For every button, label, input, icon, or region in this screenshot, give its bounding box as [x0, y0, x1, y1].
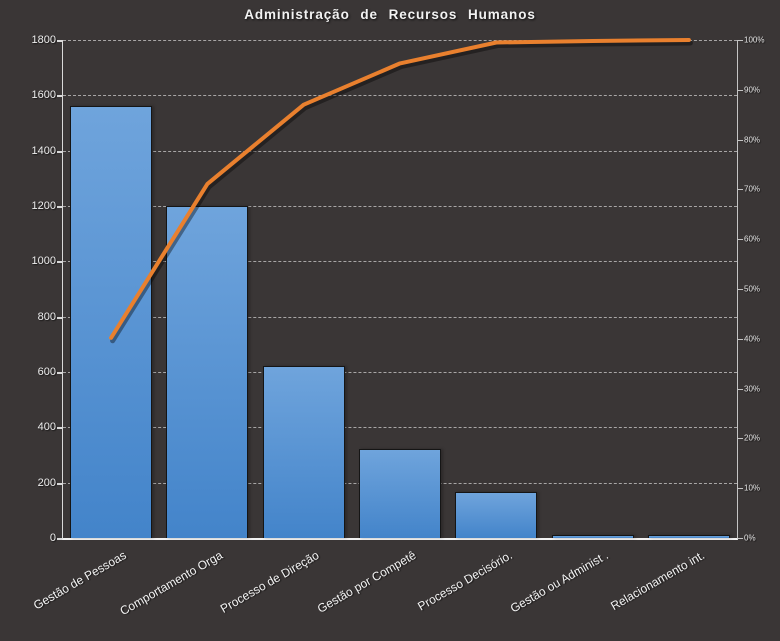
bar — [359, 449, 441, 538]
gridline — [63, 150, 737, 152]
right-axis-tick-label: 50% — [744, 284, 761, 294]
left-axis-labels: 0 200 400 600 800 1000 1200 1400 1600 1800 — [0, 34, 56, 544]
left-axis-tick-label: 800 — [37, 310, 56, 323]
right-axis-tick — [738, 40, 743, 41]
left-axis-tick — [57, 538, 62, 540]
gridline — [63, 40, 737, 41]
gridline — [63, 95, 737, 97]
right-axis-tick-label: 100% — [744, 35, 765, 45]
x-axis-category-label: Processo de Direção — [218, 548, 322, 616]
left-axis-tick — [57, 95, 62, 98]
left-axis-tick-label: 200 — [37, 476, 56, 489]
right-axis-tick — [738, 239, 743, 241]
right-axis-labels: 0% 10% 20% 30% 40% 50% 60% 70% 80% 90% 100% — [744, 36, 780, 543]
left-axis-tick-label: 1800 — [31, 34, 56, 46]
left-axis-tick-label: 1400 — [31, 144, 56, 157]
x-axis-category-label: Relacionamento int. — [608, 548, 707, 614]
left-axis-tick-label: 1600 — [31, 89, 56, 102]
right-axis-tick — [738, 139, 743, 141]
left-axis-tick — [57, 482, 62, 485]
cumulative-line — [109, 38, 693, 344]
right-axis-tick — [738, 89, 743, 91]
bar — [647, 534, 730, 538]
x-axis-category-label: Processo Decisório. — [414, 548, 515, 614]
right-axis-tick-label: 60% — [744, 234, 761, 244]
right-axis-tick-label: 20% — [744, 433, 761, 443]
cumulative-line-shadow — [110, 40, 693, 344]
left-axis-tick — [57, 206, 62, 208]
bar — [70, 106, 153, 538]
right-axis-tick-label: 30% — [744, 384, 761, 394]
right-axis-tick — [738, 338, 743, 340]
right-axis-tick — [738, 438, 743, 440]
left-axis-tick — [57, 316, 62, 319]
chart-title: Administração de Recursos Humanos — [244, 7, 536, 22]
right-axis-tick-label: 80% — [744, 135, 761, 145]
x-axis-category-label: Gestão por Competê — [314, 548, 418, 616]
left-axis-tick — [57, 40, 62, 42]
bar — [166, 206, 249, 538]
left-axis-tick — [57, 261, 62, 264]
right-axis-tick — [738, 388, 743, 390]
plot-area — [57, 38, 743, 540]
gridline — [63, 316, 737, 318]
right-axis-tick-label: 40% — [744, 334, 761, 344]
right-axis-tick — [738, 538, 743, 539]
left-axis-tick-label: 1200 — [31, 200, 56, 212]
right-axis-tick — [738, 488, 743, 490]
right-axis-tick — [738, 289, 743, 290]
right-axis-tick — [738, 189, 743, 191]
bar — [455, 492, 538, 538]
gridline — [63, 261, 737, 263]
x-axis-category-label: Gestão ou Administ . — [507, 548, 611, 616]
left-axis-tick-label: 1000 — [31, 255, 56, 268]
right-axis-tick-label: 10% — [744, 483, 761, 493]
left-axis-tick-label: 0 — [49, 532, 56, 544]
right-axis-tick-label: 0% — [744, 533, 756, 543]
left-axis-tick — [57, 150, 62, 153]
left-axis-tick-label: 600 — [37, 366, 56, 378]
gridline — [63, 372, 737, 373]
left-axis-tick-label: 400 — [37, 421, 56, 434]
x-axis-labels: Gestão de Pessoas Comportamento Orga Proce… — [31, 538, 736, 638]
gridline — [63, 206, 737, 207]
cumulative-line-path — [109, 38, 691, 340]
x-axis-category-label: Gestão de Pessoas — [31, 548, 130, 613]
left-axis-tick — [57, 372, 62, 374]
right-axis-tick-label: 70% — [744, 184, 761, 194]
bar — [262, 366, 345, 538]
bar — [551, 534, 634, 538]
gridline — [63, 427, 737, 429]
x-axis-category-label: Comportamento Orga — [117, 548, 226, 619]
right-axis-tick-label: 90% — [744, 85, 761, 95]
left-axis-tick — [57, 427, 62, 430]
